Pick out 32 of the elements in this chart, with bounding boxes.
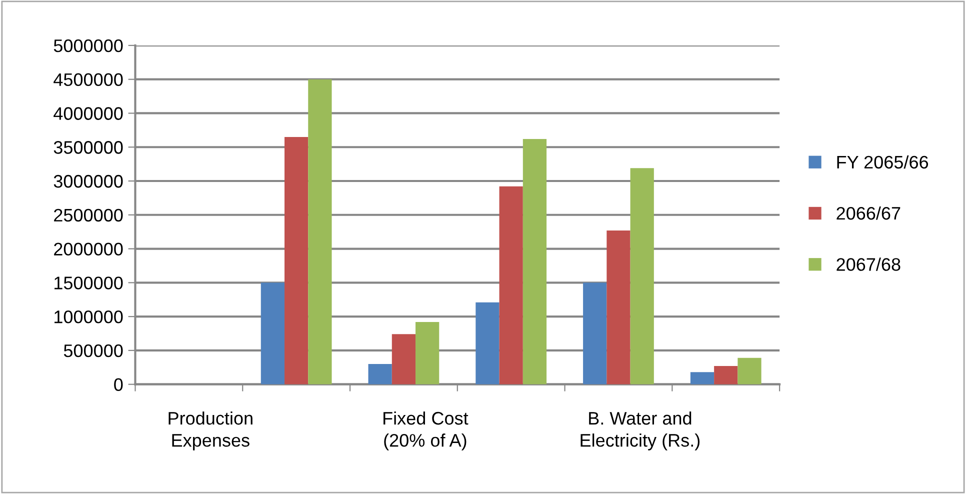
bar xyxy=(714,366,738,384)
bar xyxy=(583,282,607,384)
bar xyxy=(499,186,523,384)
y-tick-label: 3500000 xyxy=(54,141,123,154)
bar xyxy=(416,322,440,384)
bar xyxy=(260,282,285,384)
y-tick-label: 3000000 xyxy=(54,174,123,188)
x-tick-label: Fixed Cost (20% of A) xyxy=(384,411,468,450)
legend-label: FY 2065/66 xyxy=(837,155,928,169)
legend-label: 2066/67 xyxy=(836,206,900,220)
y-tick-label: 4000000 xyxy=(54,107,123,120)
x-tick-label: B. Water and Electricity (Rs.) xyxy=(580,411,700,450)
y-tick-label: 5000000 xyxy=(54,39,123,52)
y-tick-label: 500000 xyxy=(64,344,123,358)
y-tick-label: 1500000 xyxy=(54,276,123,290)
bar xyxy=(630,168,654,384)
bar xyxy=(476,302,500,384)
y-tick-label: 2000000 xyxy=(54,242,123,256)
y-tick-label: 4500000 xyxy=(54,73,123,86)
bar xyxy=(522,138,547,384)
y-tick-label: 2500000 xyxy=(54,208,123,222)
y-tick-label: 0 xyxy=(114,378,123,392)
bar xyxy=(690,372,714,384)
legend-label: 2067/68 xyxy=(836,258,900,271)
bar xyxy=(606,230,630,384)
bar xyxy=(308,79,332,384)
y-tick-label: 1000000 xyxy=(54,310,123,324)
bar xyxy=(368,364,392,384)
bar xyxy=(738,358,762,384)
x-tick-label: Production Expenses xyxy=(168,411,252,450)
bar xyxy=(392,334,416,384)
bar xyxy=(284,136,308,384)
